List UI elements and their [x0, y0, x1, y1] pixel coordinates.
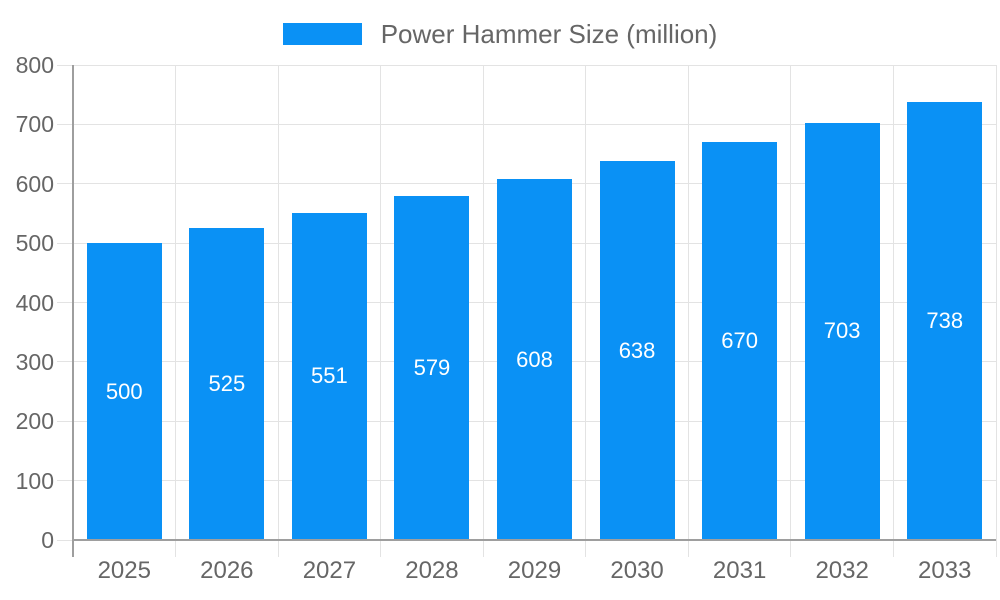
y-tick-label: 800: [15, 52, 54, 78]
y-axis-tick: [57, 242, 73, 244]
x-tick-label-2031: 2031: [712, 557, 767, 584]
x-tick-label-2027: 2027: [302, 557, 357, 584]
gridline-vertical: [892, 65, 894, 540]
bar-value-label: 579: [413, 355, 451, 381]
y-tick-label: 300: [15, 348, 54, 375]
bar-value-label: 670: [721, 328, 758, 354]
x-axis-tick: [585, 540, 587, 557]
gridline-horizontal: [73, 123, 996, 125]
legend: Power Hammer Size (million): [0, 21, 1000, 47]
x-axis-tick: [175, 540, 177, 557]
gridline-vertical: [687, 65, 689, 540]
x-axis-tick: [892, 540, 894, 557]
gridline-vertical: [995, 65, 997, 540]
gridline-vertical: [277, 65, 279, 540]
x-axis-tick: [687, 540, 689, 557]
gridline-vertical: [482, 65, 484, 540]
gridline-vertical: [380, 65, 382, 540]
x-axis-line: [73, 539, 996, 541]
bar-2028[interactable]: 579: [394, 196, 470, 540]
legend-swatch-icon: [282, 23, 362, 45]
x-axis-tick: [482, 540, 484, 557]
y-axis-tick: [57, 539, 73, 541]
bar-value-label: 738: [926, 307, 964, 333]
bar-value-label: 551: [311, 363, 348, 389]
y-tick-label: 200: [15, 408, 54, 435]
x-axis-tick: [995, 540, 997, 557]
bar-2031[interactable]: 670: [702, 142, 778, 540]
legend-label: Power Hammer Size (million): [380, 19, 718, 49]
y-axis-tick: [57, 123, 73, 125]
bar-value-label: 608: [516, 346, 553, 372]
y-axis-tick: [57, 183, 73, 185]
bar-2029[interactable]: 608: [497, 179, 572, 540]
y-tick-label: 600: [15, 170, 54, 197]
x-tick-label-2026: 2026: [200, 557, 254, 584]
x-tick-label-2033: 2033: [918, 557, 972, 584]
bar-value-label: 703: [823, 318, 861, 344]
bar-2032[interactable]: 703: [804, 122, 880, 540]
x-axis-tick: [790, 540, 792, 557]
x-tick-label-2025: 2025: [97, 557, 151, 584]
legend-item[interactable]: Power Hammer Size (million): [282, 19, 718, 49]
x-tick-label-2029: 2029: [507, 557, 562, 584]
x-tick-label-2028: 2028: [405, 557, 459, 584]
bar-2027[interactable]: 551: [291, 212, 367, 540]
bar-value-label: 525: [208, 371, 246, 397]
gridline-vertical: [585, 65, 587, 540]
gridline-horizontal: [73, 64, 996, 66]
x-axis-tick: [380, 540, 382, 557]
bar-value-label: 638: [618, 337, 656, 363]
y-tick-label: 0: [41, 527, 54, 553]
bar-2030[interactable]: 638: [599, 161, 675, 540]
x-tick-label-2032: 2032: [815, 557, 869, 584]
y-axis-tick: [57, 64, 73, 66]
x-axis-tick: [277, 540, 279, 557]
y-axis-tick: [57, 420, 73, 422]
bar-2033[interactable]: 738: [907, 101, 983, 540]
bar-value-label: 500: [105, 378, 143, 404]
x-tick-label-2030: 2030: [610, 557, 664, 584]
y-tick-label: 500: [15, 230, 54, 257]
bar-2025[interactable]: 500: [86, 243, 162, 540]
y-axis-tick: [57, 480, 73, 482]
y-tick-label: 700: [15, 111, 54, 138]
y-axis-tick: [57, 361, 73, 363]
y-axis-line: [72, 65, 74, 557]
bar-2026[interactable]: 525: [189, 228, 265, 540]
gridline-vertical: [790, 65, 792, 540]
y-axis-tick: [57, 302, 73, 303]
gridline-vertical: [175, 65, 177, 540]
y-tick-label: 400: [15, 289, 54, 316]
y-tick-label: 100: [15, 467, 54, 494]
